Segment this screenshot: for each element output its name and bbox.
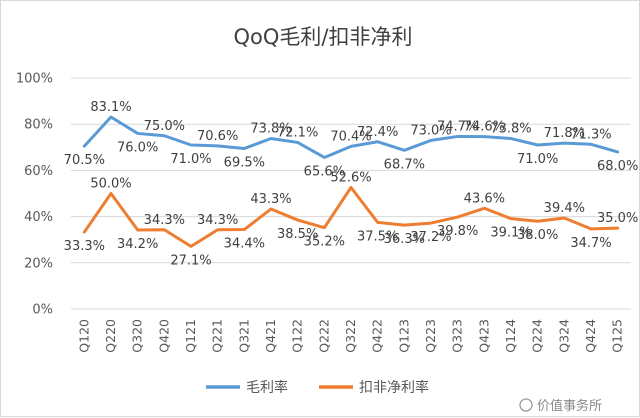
gridlines: [71, 77, 631, 310]
data-label: 73.8%: [250, 122, 291, 137]
data-labels: 70.5% 83.1% 76.0% 75.0% 71.0% 70.6% 69.5% 73.8%…: [64, 100, 639, 268]
x-tick-label: Q324: [556, 319, 571, 353]
watermark-text: 价值事务所: [537, 398, 602, 414]
y-tick-label: 60%: [24, 164, 53, 179]
y-tick-label: 100%: [16, 72, 53, 87]
x-tick-label: Q424: [583, 319, 598, 353]
legend-label: 扣非净利率: [359, 379, 429, 396]
x-tick-label: Q322: [343, 319, 358, 353]
data-label: 73.0%: [410, 123, 451, 138]
data-label: 68.0%: [597, 159, 638, 174]
data-label: 34.3%: [144, 213, 185, 228]
gross-margin-line: [82, 115, 620, 159]
x-tick-label: Q221: [210, 319, 225, 353]
x-tick-label: Q323: [450, 319, 465, 353]
y-axis-ticks: 0% 20% 40% 60% 80% 100%: [16, 72, 53, 318]
data-label: 39.1%: [490, 226, 531, 241]
x-tick-label: Q120: [76, 319, 91, 353]
x-tick-label: Q420: [156, 319, 171, 353]
data-label: 70.4%: [330, 129, 371, 144]
y-tick-label: 20%: [24, 256, 53, 271]
data-label: 43.3%: [250, 192, 291, 207]
x-tick-label: Q123: [396, 319, 411, 353]
data-label: 34.3%: [197, 213, 238, 228]
data-label: 74.6%: [464, 120, 505, 135]
data-label: 37.2%: [410, 230, 451, 245]
data-label: 68.7%: [384, 157, 425, 172]
data-label: 34.4%: [224, 237, 265, 252]
x-tick-label: Q222: [316, 319, 331, 353]
x-tick-label: Q223: [423, 319, 438, 353]
data-label: 72.4%: [357, 125, 398, 140]
x-tick-label: Q220: [103, 319, 118, 353]
x-tick-label: Q320: [130, 319, 145, 353]
x-tick-label: Q122: [290, 319, 305, 353]
net-margin-line: [82, 185, 620, 248]
data-label: 37.5%: [357, 229, 398, 244]
data-label: 39.8%: [437, 224, 478, 239]
data-label: 33.3%: [64, 239, 105, 254]
data-label: 83.1%: [90, 100, 131, 115]
data-label: 52.6%: [330, 170, 371, 185]
x-tick-label: Q423: [476, 319, 491, 353]
data-label: 75.0%: [144, 119, 185, 134]
data-label: 35.2%: [304, 235, 345, 250]
data-label: 27.1%: [170, 253, 211, 268]
chart-title: QoQ毛利/扣非净利: [234, 25, 413, 49]
x-tick-label: Q321: [236, 319, 251, 353]
data-label: 70.6%: [197, 129, 238, 144]
data-label: 69.5%: [224, 155, 265, 170]
x-axis-ticks: Q120 Q220 Q320 Q420 Q121 Q221 Q321 Q421 Q122 Q222…: [76, 319, 624, 353]
data-label: 39.4%: [544, 201, 585, 216]
watermark-icon: [519, 398, 533, 412]
data-label: 70.5%: [64, 153, 105, 168]
data-label: 36.3%: [384, 232, 425, 247]
data-label: 65.6%: [304, 164, 345, 179]
legend-label: 毛利率: [246, 379, 288, 396]
data-label: 74.7%: [437, 119, 478, 134]
data-label: 71.0%: [517, 152, 558, 167]
data-label: 72.1%: [277, 125, 318, 140]
data-label: 43.6%: [464, 191, 505, 206]
x-tick-label: Q121: [183, 319, 198, 353]
y-tick-label: 40%: [24, 210, 53, 225]
data-label: 34.7%: [570, 236, 611, 251]
data-label: 71.8%: [544, 126, 585, 141]
x-tick-label: Q124: [503, 319, 518, 353]
watermark: 价值事务所: [519, 398, 602, 414]
data-label: 35.0%: [597, 211, 638, 226]
data-label: 71.3%: [570, 127, 611, 142]
legend: 毛利率 扣非净利率: [206, 379, 429, 396]
x-tick-label: Q421: [263, 319, 278, 353]
x-tick-label: Q422: [370, 319, 385, 353]
data-label: 73.8%: [490, 122, 531, 137]
data-label: 76.0%: [117, 140, 158, 155]
y-tick-label: 80%: [24, 118, 53, 133]
x-tick-label: Q224: [530, 319, 545, 353]
data-label: 38.0%: [517, 228, 558, 243]
data-label: 38.5%: [277, 227, 318, 242]
data-label: 50.0%: [90, 177, 131, 192]
series-lines: [82, 115, 620, 248]
y-tick-label: 0%: [32, 303, 53, 318]
data-label: 71.0%: [170, 152, 211, 167]
data-label: 34.2%: [117, 237, 158, 252]
x-tick-label: Q125: [610, 319, 625, 353]
